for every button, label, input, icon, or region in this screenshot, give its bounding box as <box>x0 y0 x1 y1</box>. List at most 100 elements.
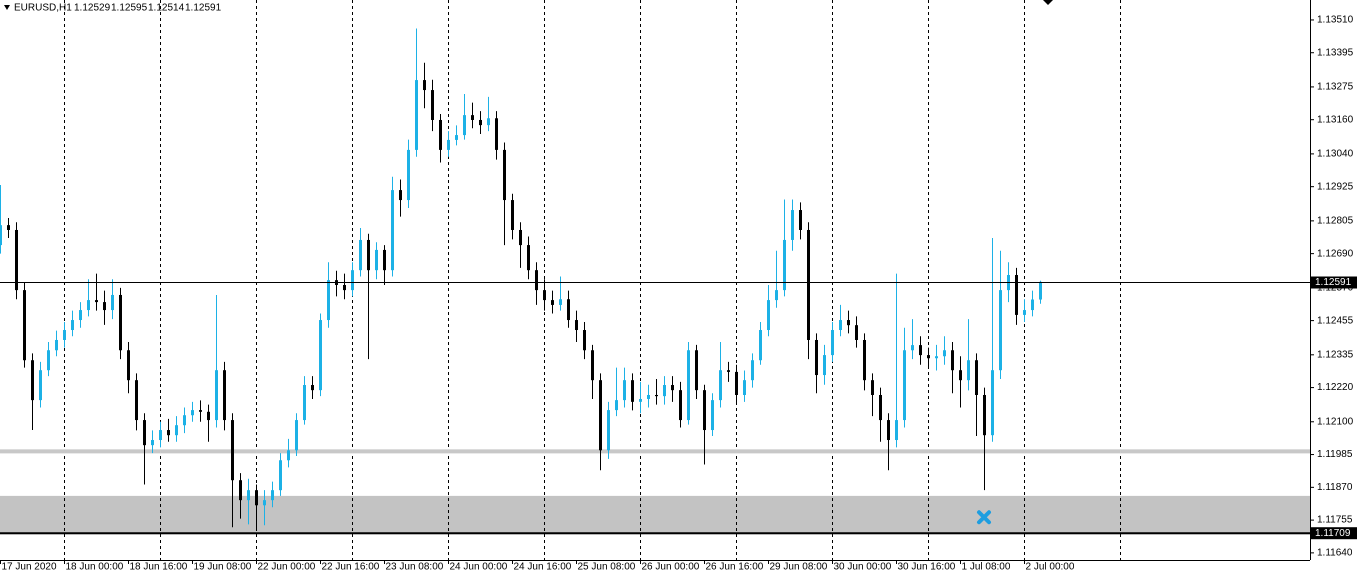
candle-body <box>383 249 386 271</box>
candle-body <box>375 249 378 271</box>
level-price-label: 1.11709 <box>1315 528 1351 539</box>
x-tick-label: 25 Jun 08:00 <box>578 562 636 573</box>
candle-body <box>943 350 946 357</box>
candle-body <box>743 380 746 395</box>
candle-body <box>87 300 90 311</box>
candle-body <box>439 119 442 150</box>
header-close: 1.12591 <box>185 3 222 14</box>
candle-body <box>671 385 674 391</box>
header-high: 1.12595 <box>111 3 148 14</box>
candle-body <box>591 350 594 381</box>
candle-body <box>583 330 586 351</box>
current-price-box <box>1311 276 1357 289</box>
shift-marker <box>1043 0 1053 5</box>
candle-body <box>655 394 658 397</box>
candle-body <box>463 115 466 136</box>
candle-body <box>127 350 130 381</box>
candle-body <box>679 390 682 421</box>
candle-body <box>967 360 970 381</box>
level-price-box <box>1311 527 1357 540</box>
y-tick-label: 1.12100 <box>1317 416 1354 427</box>
candle-body <box>479 119 482 126</box>
x-tick-label: 23 Jun 08:00 <box>386 562 444 573</box>
candle-body <box>255 490 258 506</box>
candle-body <box>799 210 802 230</box>
x-tick-label: 26 Jun 16:00 <box>706 562 764 573</box>
overlay-layer <box>0 282 1310 525</box>
candle-body <box>399 190 402 201</box>
x-tick-label: 1 Jul 08:00 <box>962 562 1011 573</box>
candle-body <box>903 350 906 421</box>
candle-body <box>295 420 298 451</box>
candle-body <box>983 394 986 436</box>
candle-body <box>47 350 50 371</box>
candle-body <box>551 300 554 305</box>
candle-body <box>775 290 778 301</box>
candle-body <box>847 320 850 326</box>
candle-body <box>103 302 106 311</box>
candle-body <box>367 239 370 271</box>
symbol-menu-icon[interactable] <box>4 5 10 10</box>
candle-body <box>319 320 322 391</box>
candle-body <box>263 500 266 506</box>
candle-body <box>487 118 490 126</box>
cross-marker <box>977 510 991 525</box>
candle-body <box>823 355 826 376</box>
candle-body <box>759 330 762 361</box>
candle-body <box>31 360 34 401</box>
candle-body <box>831 330 834 356</box>
candle-body <box>271 490 274 501</box>
candle-body <box>511 200 514 230</box>
candle-body <box>999 290 1002 371</box>
candle-body <box>63 330 66 340</box>
x-tick-label: 2 Jul 00:00 <box>1026 562 1075 573</box>
candle-body <box>919 345 922 356</box>
candle-body <box>311 385 314 391</box>
candle-body <box>119 294 122 351</box>
candle-body <box>887 420 890 441</box>
x-tick-label: 17 Jun 2020 <box>2 562 57 573</box>
x-tick-label: 24 Jun 16:00 <box>514 562 572 573</box>
candle-body <box>647 394 650 399</box>
candle-body <box>863 339 866 381</box>
candle-body <box>191 410 194 416</box>
candle-body <box>791 210 794 240</box>
y-tick-label: 1.12455 <box>1317 315 1354 326</box>
candle-body <box>711 400 714 431</box>
candle-body <box>559 299 562 305</box>
grid-layer <box>0 0 1310 560</box>
candle-body <box>783 239 786 291</box>
candle-body <box>695 350 698 391</box>
candle-body <box>871 380 874 395</box>
y-tick-label: 1.12805 <box>1317 216 1354 227</box>
candle-body <box>79 310 82 321</box>
candle-body <box>599 380 602 451</box>
x-tick-label: 22 Jun 00:00 <box>258 562 316 573</box>
candle-body <box>303 385 306 421</box>
x-tick-label: 29 Jun 08:00 <box>770 562 828 573</box>
candle-body <box>423 80 426 91</box>
header-low: 1.12514 <box>148 3 185 14</box>
candle-body <box>607 410 610 451</box>
candle-body <box>975 360 978 395</box>
candle-body <box>807 229 810 340</box>
candle-body <box>767 300 770 331</box>
candle-body <box>1039 281 1042 300</box>
support-zone <box>0 495 1310 535</box>
candle-body <box>895 420 898 441</box>
candle-body <box>687 350 690 421</box>
candle-body <box>223 370 226 421</box>
candle-body <box>447 139 450 150</box>
candle-body <box>615 400 618 411</box>
candle-body <box>327 280 330 321</box>
candle-body <box>287 450 290 461</box>
candle-body <box>543 290 546 301</box>
candle-body <box>199 410 202 412</box>
candle-body <box>663 385 666 397</box>
y-tick-label: 1.11640 <box>1317 548 1353 559</box>
y-tick-label: 1.12220 <box>1317 382 1354 393</box>
candle-body <box>0 225 2 246</box>
candle-body <box>407 149 410 201</box>
candle-body <box>71 320 74 331</box>
